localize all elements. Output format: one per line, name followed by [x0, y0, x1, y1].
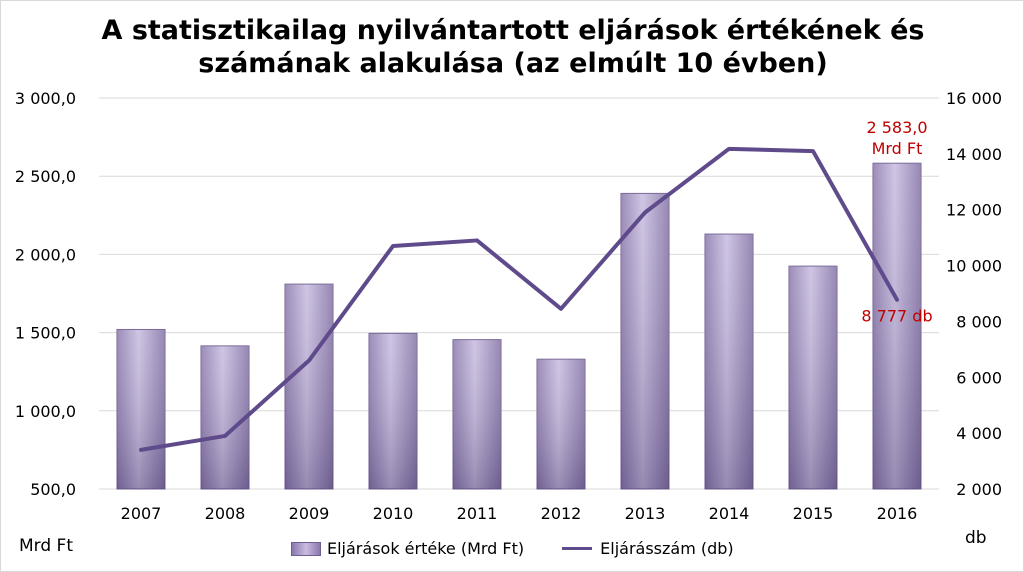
left-tick-label: 3 000,0: [15, 89, 76, 108]
bar-shade-2013: [621, 193, 669, 490]
legend: Eljárások értéke (Mrd Ft) Eljárásszám (d…: [291, 539, 734, 558]
left-tick-label: 2 500,0: [15, 167, 76, 186]
x-tick-label: 2015: [793, 504, 834, 523]
right-tick-label: 4 000: [956, 424, 1002, 443]
left-tick-label: 2 000,0: [15, 245, 76, 264]
right-tick-label: 12 000: [946, 201, 1002, 220]
x-tick-label: 2013: [625, 504, 666, 523]
x-tick-label: 2012: [541, 504, 582, 523]
x-tick-label: 2009: [289, 504, 330, 523]
left-tick-label: 1 000,0: [15, 402, 76, 421]
left-axis-unit: Mrd Ft: [19, 536, 73, 556]
bar-shade-2009: [285, 284, 333, 489]
bar-data-label-line2: Mrd Ft: [872, 139, 923, 158]
bar-shade-2012: [537, 359, 585, 489]
line-series-eljarasszam: [139, 146, 899, 452]
left-tick-label: 500,0: [30, 480, 76, 499]
bar-shade-2015: [789, 266, 837, 489]
right-tick-label: 6 000: [956, 368, 1002, 387]
bar-data-label-line1: 2 583,0: [866, 118, 927, 137]
bar-shade-2011: [453, 339, 501, 489]
line-data-label: 8 777 db: [861, 307, 932, 326]
right-axis-unit: db: [965, 528, 987, 548]
right-tick-label: 2 000: [956, 480, 1002, 499]
bar-shade-2010: [369, 333, 417, 489]
bar-shade-2007: [117, 329, 165, 489]
right-tick-label: 10 000: [946, 257, 1002, 276]
x-tick-label: 2014: [709, 504, 750, 523]
bar-shade-2014: [705, 234, 753, 489]
chart-title-line1: A statisztikailag nyilvántartott eljárás…: [101, 15, 925, 46]
legend-bar-label: Eljárások értéke (Mrd Ft): [327, 539, 525, 558]
left-tick-label: 1 500,0: [15, 324, 76, 343]
x-tick-label: 2008: [205, 504, 246, 523]
x-tick-label: 2016: [877, 504, 918, 523]
right-tick-label: 16 000: [946, 89, 1002, 108]
legend-line-label: Eljárásszám (db): [600, 539, 734, 558]
bar-shade-2008: [201, 345, 249, 489]
right-tick-label: 8 000: [956, 312, 1002, 331]
x-tick-label: 2010: [373, 504, 414, 523]
right-tick-label: 14 000: [946, 145, 1002, 164]
x-tick-label: 2011: [457, 504, 498, 523]
chart-title-line2: számának alakulása (az elmúlt 10 évben): [198, 48, 828, 79]
bar-shade-2016: [873, 163, 921, 489]
legend-bar-swatch: [291, 541, 321, 556]
x-tick-label: 2007: [121, 504, 162, 523]
chart-canvas: 500,0 1 000,0 1 500,0 2 000,0 2 500,0 3 000,0…: [15, 89, 1002, 523]
legend-line-swatch: [562, 547, 593, 550]
